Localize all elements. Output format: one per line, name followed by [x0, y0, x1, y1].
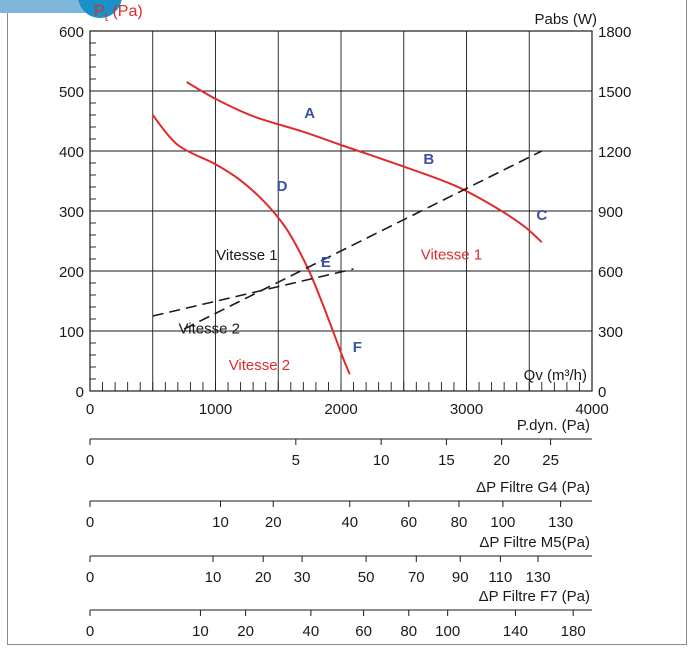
secondary-scale-tick-label: 25 — [542, 452, 559, 469]
secondary-scale-tick-label: 90 — [452, 569, 469, 586]
annotations: A B C D E F Vitesse 1 Vitesse 2 Vitesse 1 Vitesse… — [179, 105, 548, 374]
y-right-tick-label: 1500 — [598, 84, 631, 101]
x-tick-label: 3000 — [450, 401, 483, 418]
y-left-tick-label: 200 — [59, 264, 84, 281]
secondary-scale-tick-label: 40 — [341, 514, 358, 531]
secondary-scale-tick-label: 0 — [86, 623, 94, 640]
secondary-scale-tick-label: 60 — [355, 623, 372, 640]
operating-point-label-c: C — [536, 207, 547, 224]
secondary-scale-tick-label: 10 — [205, 569, 222, 586]
y-right-tick-label: 0 — [598, 384, 606, 401]
y-left-tick-label: 400 — [59, 144, 84, 161]
corner-badge-bar — [0, 0, 105, 13]
secondary-scale-tick-label: 0 — [86, 514, 94, 531]
secondary-scale-tick-label: 80 — [400, 623, 417, 640]
secondary-scale-tick-label: 60 — [400, 514, 417, 531]
curve-label: Vitesse 2 — [179, 320, 240, 337]
secondary-scale-tick-label: 10 — [192, 623, 209, 640]
operating-point-label-d: D — [277, 178, 288, 195]
y-right-tick-label: 1800 — [598, 24, 631, 41]
curve-label: Vitesse 2 — [229, 357, 290, 374]
secondary-scale-tick-label: 100 — [490, 514, 515, 531]
secondary-scales: P.dyn. (Pa) 0 5 10 15 20 25 ΔP Filtre G4 (Pa) 0 1… — [86, 417, 592, 640]
y-right-tick-label: 300 — [598, 324, 623, 341]
y-right-tick-label: 900 — [598, 204, 623, 221]
secondary-scale-tick-label: 140 — [503, 623, 528, 640]
secondary-scale-tick-label: 70 — [408, 569, 425, 586]
corner-badge — [0, 0, 122, 18]
power-curve-vitesse-1 — [183, 150, 543, 330]
y-left-axis-label-subscript: t — [105, 10, 109, 24]
x-tick-label: 1000 — [199, 401, 232, 418]
chart-frame — [7, 0, 687, 645]
secondary-scale-title: ΔP Filtre M5(Pa) — [479, 534, 590, 551]
secondary-scale-tick-label: 0 — [86, 569, 94, 586]
axes: 0 1000 2000 3000 400001002003004005006000300… — [59, 3, 631, 418]
y-left-axis-label: Pt (Pa) — [94, 3, 143, 24]
y-left-tick-label: 0 — [76, 384, 84, 401]
secondary-scale-tick-label: 10 — [373, 452, 390, 469]
x-tick-label: 2000 — [324, 401, 357, 418]
secondary-scale-tick-label: 0 — [86, 452, 94, 469]
y-left-tick-label: 100 — [59, 324, 84, 341]
secondary-scale-tick-label: 20 — [255, 569, 272, 586]
operating-point-label-f: F — [353, 339, 362, 356]
secondary-scale-tick-label: 5 — [292, 452, 300, 469]
secondary-scale-tick-label: 10 — [212, 514, 229, 531]
y-right-tick-label: 600 — [598, 264, 623, 281]
x-tick-label: 0 — [86, 401, 94, 418]
y-left-tick-label: 300 — [59, 204, 84, 221]
power-curve-vitesse-2 — [152, 268, 354, 317]
secondary-scale-tick-label: 180 — [561, 623, 586, 640]
secondary-scale-tick-label: 20 — [237, 623, 254, 640]
pressure-curve-vitesse-2 — [151, 114, 351, 375]
secondary-scale-tick-label: 130 — [548, 514, 573, 531]
y-left-tick-label: 500 — [59, 84, 84, 101]
y-right-tick-label: 1200 — [598, 144, 631, 161]
x-tick-label: 4000 — [575, 401, 608, 418]
secondary-scale: ΔP Filtre M5(Pa) 0 10 20 30 50 70 90 110 130 — [86, 534, 592, 586]
corner-badge-circle — [78, 0, 122, 18]
secondary-scale-tick-label: 80 — [451, 514, 468, 531]
secondary-scale-title: P.dyn. (Pa) — [517, 417, 590, 434]
x-axis-label: Qv (m³/h) — [524, 367, 587, 384]
operating-point-label-e: E — [321, 254, 331, 271]
secondary-scale-title: ΔP Filtre G4 (Pa) — [476, 479, 590, 496]
secondary-scale: ΔP Filtre F7 (Pa) 0 10 20 40 60 80 100 140 180 — [86, 588, 592, 640]
secondary-scale-tick-label: 15 — [438, 452, 455, 469]
secondary-scale: ΔP Filtre G4 (Pa) 0 10 20 40 60 80 100 130 — [86, 479, 592, 531]
curve-label: Vitesse 1 — [421, 247, 482, 264]
secondary-scale: P.dyn. (Pa) 0 5 10 15 20 25 — [86, 417, 592, 469]
secondary-scale-tick-label: 40 — [303, 623, 320, 640]
y-left-tick-label: 600 — [59, 24, 84, 41]
secondary-scale-tick-label: 100 — [435, 623, 460, 640]
y-left-axis-label-unit: (Pa) — [108, 3, 143, 20]
secondary-scale-tick-label: 20 — [493, 452, 510, 469]
curve-label: Vitesse 1 — [216, 247, 277, 264]
y-right-axis-label: Pabs (W) — [534, 11, 597, 28]
operating-point-label-a: A — [304, 105, 315, 122]
secondary-scale-title: ΔP Filtre F7 (Pa) — [479, 588, 590, 605]
grid — [90, 31, 592, 391]
secondary-scale-tick-label: 110 — [488, 569, 512, 586]
secondary-scale-tick-label: 50 — [358, 569, 375, 586]
secondary-scale-tick-label: 30 — [294, 569, 311, 586]
pressure-curve-vitesse-1 — [186, 81, 543, 243]
operating-point-label-b: B — [423, 151, 434, 168]
secondary-scale-tick-label: 20 — [265, 514, 282, 531]
secondary-scale-tick-label: 130 — [526, 569, 551, 586]
series — [151, 81, 543, 375]
